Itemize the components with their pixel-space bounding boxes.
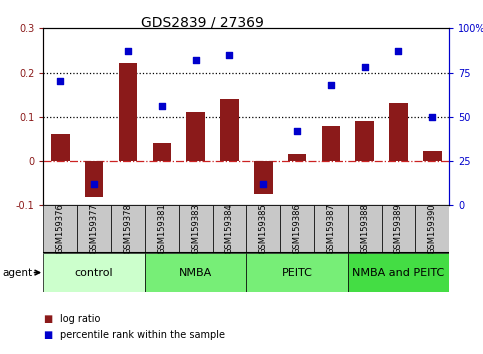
Text: GSM159378: GSM159378 [124,203,132,254]
Point [226,52,233,58]
Text: GSM159386: GSM159386 [293,203,301,254]
Bar [43,205,77,253]
Bar [220,99,239,161]
Bar [213,205,246,253]
Bar [423,152,441,161]
Point [361,64,369,70]
Bar [355,121,374,161]
Text: GSM159377: GSM159377 [90,203,99,254]
Text: ■: ■ [43,330,53,339]
Bar [179,205,213,253]
Text: GSM159390: GSM159390 [428,203,437,253]
Point [90,181,98,187]
Bar [119,63,137,161]
Text: control: control [75,268,114,278]
Bar [77,205,111,253]
Bar [246,253,348,292]
Bar [280,205,314,253]
Bar [145,205,179,253]
Text: GSM159384: GSM159384 [225,203,234,253]
Text: GSM159387: GSM159387 [327,203,335,254]
Point [57,79,64,84]
Point [395,48,402,54]
Text: GSM159383: GSM159383 [191,203,200,254]
Text: GSM159376: GSM159376 [56,203,65,254]
Bar [382,205,415,253]
Bar [145,253,246,292]
Point [428,114,436,120]
Bar [389,103,408,161]
Bar [186,113,205,161]
Text: log ratio: log ratio [60,314,101,324]
Bar [415,205,449,253]
Bar [43,253,145,292]
Bar [348,253,449,292]
Point [327,82,335,88]
Point [158,103,166,109]
Bar [153,143,171,161]
Text: GSM159381: GSM159381 [157,203,166,253]
Bar [314,205,348,253]
Text: ■: ■ [43,314,53,324]
Text: NMBA: NMBA [179,268,212,278]
Text: PEITC: PEITC [282,268,313,278]
Text: GSM159389: GSM159389 [394,203,403,253]
Point [192,57,199,63]
Bar [322,126,340,161]
Point [124,48,132,54]
Text: GSM159385: GSM159385 [259,203,268,253]
Bar [254,161,272,194]
Bar [246,205,280,253]
Point [259,181,267,187]
Text: percentile rank within the sample: percentile rank within the sample [60,330,226,339]
Bar [288,154,306,161]
Point [293,128,301,134]
Bar [348,205,382,253]
Bar [111,205,145,253]
Text: agent: agent [2,268,32,278]
Text: NMBA and PEITC: NMBA and PEITC [353,268,444,278]
Bar [51,133,70,161]
Text: GDS2839 / 27369: GDS2839 / 27369 [142,16,264,30]
Bar [85,161,103,198]
Text: GSM159388: GSM159388 [360,203,369,254]
